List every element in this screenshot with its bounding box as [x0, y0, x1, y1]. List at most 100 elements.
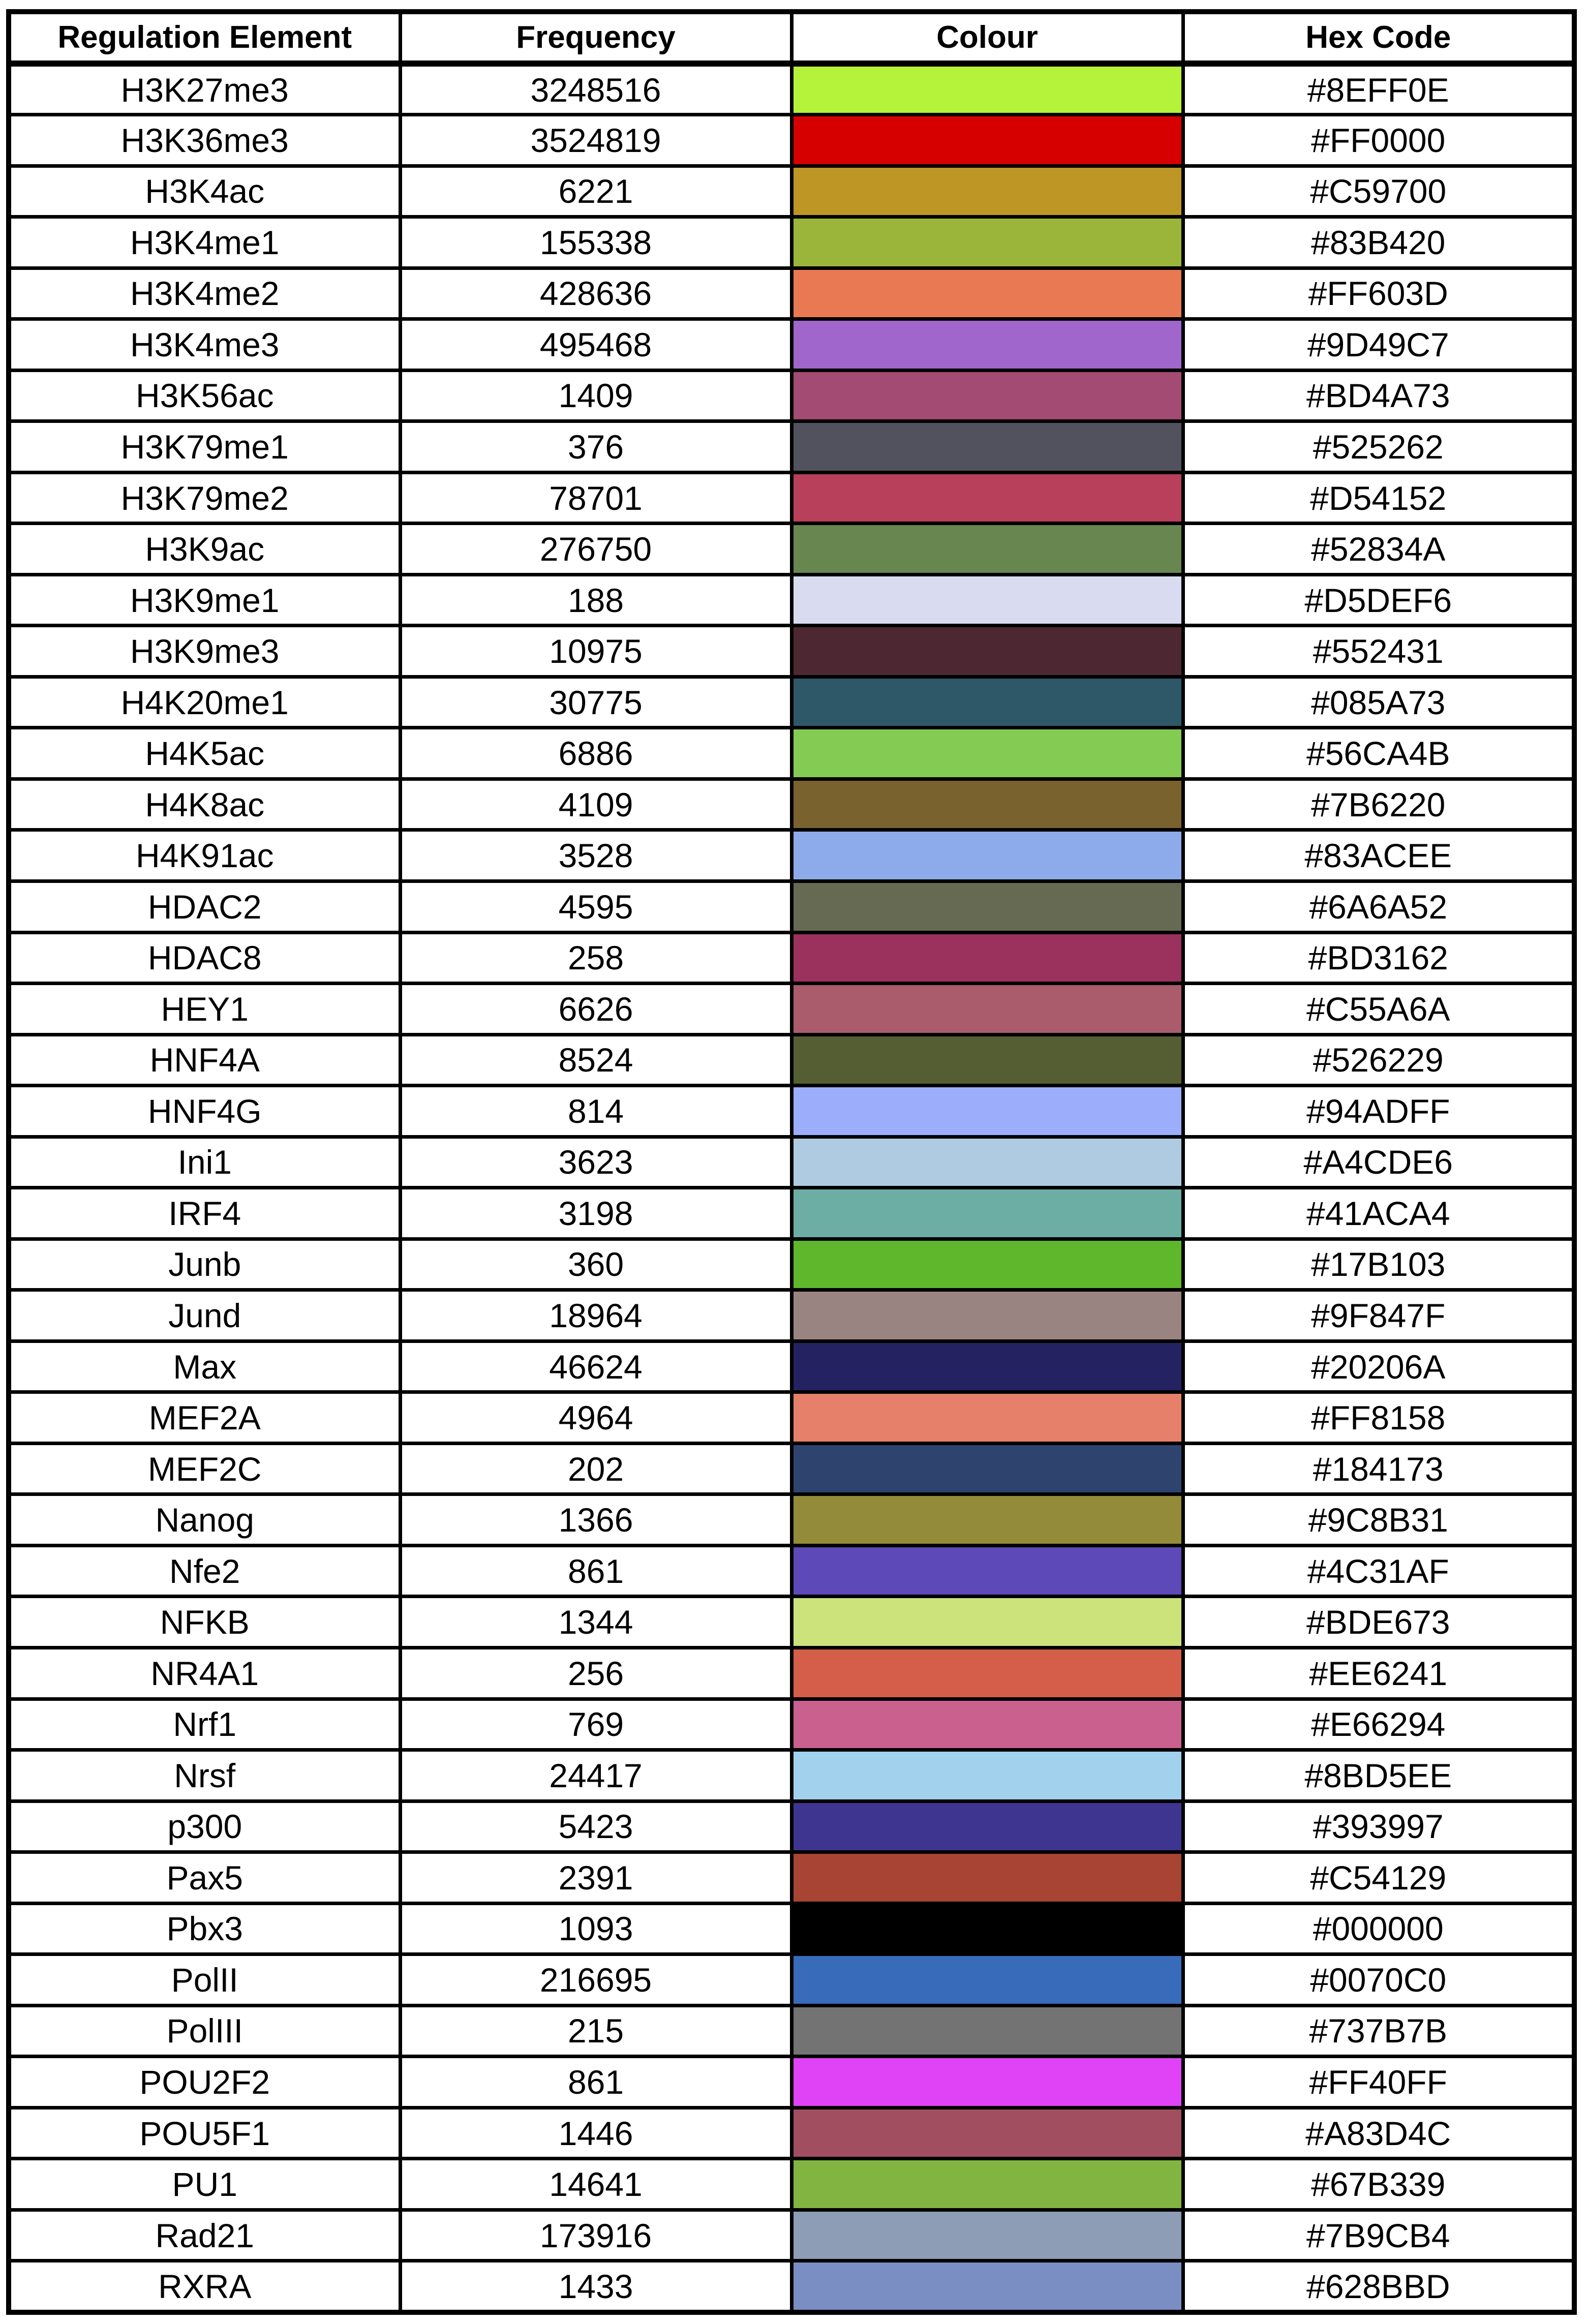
- frequency-cell: 14641: [398, 2157, 794, 2212]
- table-row: H3K79me1 376 #525262: [7, 419, 1576, 474]
- regulation-element-cell: H3K4me3: [7, 317, 402, 372]
- colour-cell: [789, 1645, 1185, 1701]
- colour-cell: [789, 1032, 1185, 1088]
- colour-swatch: [795, 374, 1179, 418]
- hex-code-cell: #C54129: [1181, 1850, 1576, 1905]
- colour-cell: [789, 1288, 1185, 1343]
- colour-swatch: [795, 935, 1179, 980]
- hex-code-cell: #FF8158: [1181, 1390, 1576, 1445]
- colour-swatch: [795, 1089, 1179, 1134]
- colour-cell: [789, 1850, 1185, 1905]
- frequency-cell: 30775: [398, 675, 794, 730]
- hex-code-cell: #41ACA4: [1181, 1186, 1576, 1241]
- regulation-element-cell: PolII: [7, 1952, 402, 2007]
- colour-swatch: [795, 2060, 1179, 2104]
- colour-cell: [789, 164, 1185, 219]
- regulation-element-table: Regulation Element Frequency Colour Hex …: [6, 9, 1577, 2315]
- regulation-element-cell: H3K9me3: [7, 624, 402, 679]
- regulation-element-cell: Nfe2: [7, 1543, 402, 1599]
- colour-cell: [789, 1748, 1185, 1803]
- hex-code-cell: #17B103: [1181, 1237, 1576, 1292]
- colour-swatch: [795, 2162, 1179, 2207]
- table-row: Junb 360 #17B103: [7, 1237, 1576, 1292]
- hex-code-cell: #000000: [1181, 1901, 1576, 1956]
- colour-cell: [789, 982, 1185, 1036]
- table-row: H3K4me1 155338 #83B420: [7, 215, 1576, 270]
- frequency-cell: 24417: [398, 1748, 794, 1803]
- colour-swatch: [795, 2213, 1179, 2257]
- colour-cell: [789, 470, 1185, 526]
- table-row: Ini1 3623 #A4CDE6: [7, 1135, 1576, 1190]
- hex-code-cell: #BD4A73: [1181, 368, 1576, 423]
- hex-code-cell: #9F847F: [1181, 1288, 1576, 1343]
- regulation-element-cell: H3K4ac: [7, 164, 402, 219]
- regulation-element-cell: HNF4G: [7, 1084, 402, 1139]
- table-row: Nrsf 24417 #8BD5EE: [7, 1748, 1576, 1803]
- colour-swatch: [795, 1497, 1179, 1542]
- regulation-element-cell: Max: [7, 1339, 402, 1394]
- table-row: H3K9ac 276750 #52834A: [7, 522, 1576, 576]
- colour-cell: [789, 215, 1185, 270]
- frequency-cell: 188: [398, 572, 794, 628]
- table-row: Pbx3 1093 #000000: [7, 1901, 1576, 1956]
- hex-code-cell: #94ADFF: [1181, 1084, 1576, 1139]
- colour-cell: [789, 879, 1185, 934]
- colour-cell: [789, 419, 1185, 474]
- colour-swatch: [795, 2264, 1179, 2309]
- table-row: H4K8ac 4109 #7B6220: [7, 777, 1576, 832]
- frequency-cell: 4964: [398, 1390, 794, 1445]
- colour-swatch: [795, 1651, 1179, 1696]
- table-row: HDAC8 258 #BD3162: [7, 930, 1576, 986]
- colour-cell: [789, 1186, 1185, 1241]
- table-row: Max 46624 #20206A: [7, 1339, 1576, 1394]
- table-row: Jund 18964 #9F847F: [7, 1288, 1576, 1343]
- regulation-element-cell: H3K4me2: [7, 266, 402, 321]
- regulation-element-cell: p300: [7, 1799, 402, 1854]
- regulation-element-cell: H3K27me3: [7, 62, 402, 117]
- frequency-cell: 10975: [398, 624, 794, 679]
- colour-swatch: [795, 2009, 1179, 2053]
- regulation-element-cell: H3K9me1: [7, 572, 402, 628]
- colour-swatch: [795, 118, 1179, 163]
- colour-swatch: [795, 67, 1179, 111]
- table-row: Nrf1 769 #E66294: [7, 1697, 1576, 1752]
- frequency-cell: 769: [398, 1697, 794, 1752]
- colour-cell: [789, 1084, 1185, 1139]
- frequency-cell: 215: [398, 2003, 794, 2059]
- table-row: H4K91ac 3528 #83ACEE: [7, 828, 1576, 883]
- table-row: MEF2C 202 #184173: [7, 1441, 1576, 1496]
- colour-cell: [789, 930, 1185, 986]
- colour-cell: [789, 726, 1185, 781]
- regulation-element-cell: RXRA: [7, 2259, 402, 2314]
- regulation-element-cell: MEF2A: [7, 1390, 402, 1445]
- frequency-cell: 6221: [398, 164, 794, 219]
- hex-code-cell: #EE6241: [1181, 1645, 1576, 1701]
- hex-code-cell: #56CA4B: [1181, 726, 1576, 781]
- table-row: IRF4 3198 #41ACA4: [7, 1186, 1576, 1241]
- colour-cell: [789, 1799, 1185, 1854]
- colour-cell: [789, 572, 1185, 628]
- frequency-cell: 202: [398, 1441, 794, 1496]
- colour-cell: [789, 828, 1185, 883]
- hex-code-cell: #6A6A52: [1181, 879, 1576, 934]
- colour-swatch: [795, 782, 1179, 827]
- hex-code-cell: #D5DEF6: [1181, 572, 1576, 628]
- colour-cell: [789, 624, 1185, 679]
- header-regulation-element: Regulation Element: [7, 10, 402, 67]
- regulation-element-cell: PolIII: [7, 2003, 402, 2059]
- regulation-element-cell: IRF4: [7, 1186, 402, 1241]
- frequency-cell: 276750: [398, 522, 794, 576]
- table-row: RXRA 1433 #628BBD: [7, 2259, 1576, 2314]
- frequency-cell: 256: [398, 1645, 794, 1701]
- colour-swatch: [795, 1293, 1179, 1338]
- frequency-cell: 2391: [398, 1850, 794, 1905]
- regulation-element-cell: Pbx3: [7, 1901, 402, 1956]
- table-row: NFKB 1344 #BDE673: [7, 1595, 1576, 1649]
- table-row: H3K9me1 188 #D5DEF6: [7, 572, 1576, 628]
- colour-swatch: [795, 1600, 1179, 1644]
- frequency-cell: 1366: [398, 1492, 794, 1547]
- colour-cell: [789, 266, 1185, 321]
- colour-cell: [789, 1135, 1185, 1190]
- hex-code-cell: #D54152: [1181, 470, 1576, 526]
- colour-swatch: [795, 629, 1179, 674]
